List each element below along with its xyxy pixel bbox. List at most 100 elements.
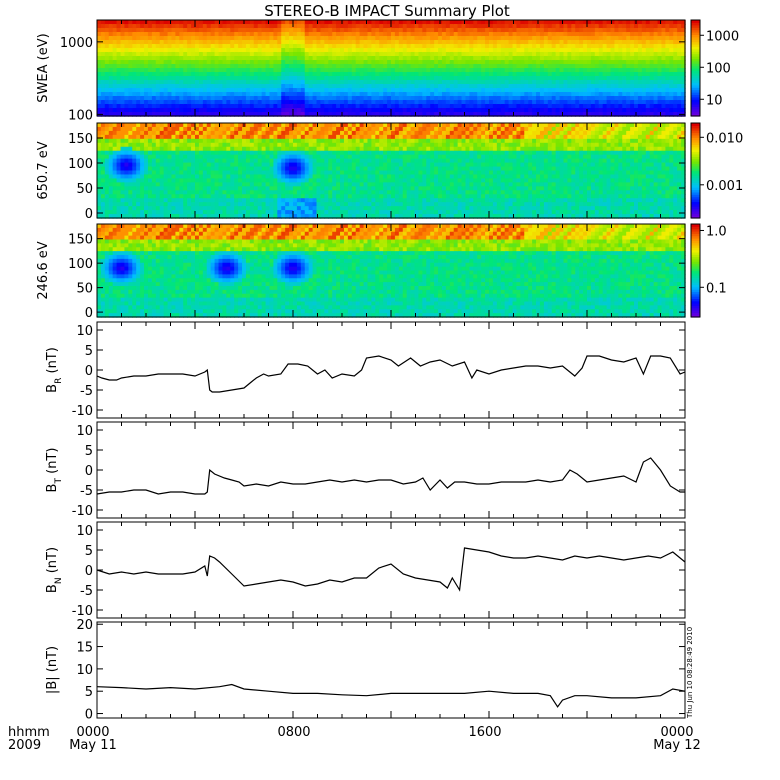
heatmap-cell bbox=[524, 40, 529, 45]
heatmap-cell bbox=[202, 104, 208, 109]
heatmap-cell bbox=[265, 44, 271, 49]
heatmap-cell bbox=[618, 52, 623, 57]
heatmap-cell bbox=[402, 56, 408, 61]
heatmap-cell bbox=[332, 100, 337, 105]
heatmap-cell bbox=[500, 92, 506, 97]
heatmap-cell bbox=[555, 96, 561, 101]
heatmap-cell bbox=[226, 198, 231, 203]
heatmap-cell bbox=[622, 56, 627, 61]
heatmap-cell bbox=[512, 20, 518, 25]
heatmap-cell bbox=[144, 96, 149, 101]
heatmap-cell bbox=[249, 182, 255, 188]
heatmap-cell bbox=[249, 123, 255, 128]
heatmap-cell bbox=[669, 112, 674, 117]
heatmap-cell bbox=[598, 40, 604, 45]
heatmap-cell bbox=[587, 24, 592, 29]
heatmap-cell bbox=[406, 32, 412, 37]
heatmap-cell bbox=[528, 52, 533, 57]
heatmap-cell bbox=[234, 198, 239, 203]
heatmap-cell bbox=[104, 80, 110, 85]
heatmap-cell bbox=[383, 28, 388, 33]
heatmap-cell bbox=[187, 206, 192, 211]
heatmap-cell bbox=[167, 80, 173, 85]
heatmap-cell bbox=[230, 24, 235, 29]
heatmap-cell bbox=[606, 28, 612, 33]
heatmap-cell bbox=[465, 48, 471, 53]
heatmap-cell bbox=[296, 112, 302, 117]
heatmap-cell bbox=[116, 214, 122, 219]
heatmap-cell bbox=[410, 56, 416, 61]
heatmap-cell bbox=[222, 170, 228, 176]
heatmap-cell bbox=[198, 182, 204, 188]
heatmap-cell bbox=[222, 214, 228, 219]
heatmap-cell bbox=[441, 76, 447, 81]
heatmap-cell bbox=[242, 60, 247, 65]
heatmap-cell bbox=[579, 52, 584, 57]
heatmap-cell bbox=[606, 48, 612, 53]
heatmap-cell bbox=[539, 92, 545, 97]
heatmap-cell bbox=[214, 166, 220, 172]
heatmap-cell bbox=[242, 96, 247, 101]
heatmap-cell bbox=[163, 100, 169, 105]
heatmap-cell bbox=[261, 52, 267, 57]
heatmap-cell bbox=[151, 150, 157, 156]
heatmap-cell bbox=[536, 24, 541, 29]
heatmap-cell bbox=[359, 104, 365, 109]
heatmap-cell bbox=[198, 88, 204, 93]
heatmap-cell bbox=[359, 112, 365, 117]
heatmap-cell bbox=[277, 40, 282, 45]
heatmap-cell bbox=[351, 76, 357, 81]
heatmap-cell bbox=[453, 32, 459, 37]
heatmap-cell bbox=[296, 60, 302, 65]
heatmap-cell bbox=[245, 138, 251, 144]
heatmap-cell bbox=[183, 64, 188, 69]
heatmap-cell bbox=[132, 24, 137, 29]
heatmap-cell bbox=[391, 60, 396, 65]
heatmap-cell bbox=[277, 202, 282, 207]
heatmap-cell bbox=[136, 178, 141, 184]
heatmap-cell bbox=[269, 68, 275, 73]
heatmap-cell bbox=[398, 72, 404, 77]
heatmap-cell bbox=[677, 64, 682, 69]
heatmap-cell bbox=[289, 108, 294, 113]
heatmap-cell bbox=[198, 40, 204, 45]
heatmap-cell bbox=[430, 56, 435, 61]
heatmap-cell bbox=[426, 72, 431, 77]
heatmap-cell bbox=[590, 100, 596, 105]
heatmap-cell bbox=[324, 96, 329, 101]
heatmap-cell bbox=[308, 112, 314, 117]
heatmap-cell bbox=[477, 88, 482, 93]
heatmap-cell bbox=[222, 174, 228, 180]
heatmap-cell bbox=[383, 112, 388, 117]
heatmap-cell bbox=[637, 72, 643, 77]
heatmap-cell bbox=[340, 36, 345, 41]
heatmap-cell bbox=[277, 20, 282, 25]
heatmap-cell bbox=[606, 104, 612, 109]
heatmap-cell bbox=[277, 112, 282, 117]
heatmap-cell bbox=[645, 40, 651, 45]
heatmap-cell bbox=[524, 28, 529, 33]
plot-title: STEREO-B IMPACT Summary Plot bbox=[264, 2, 510, 20]
heatmap-cell bbox=[465, 20, 471, 25]
heatmap-cell bbox=[594, 28, 600, 33]
heatmap-cell bbox=[512, 84, 518, 89]
heatmap-cell bbox=[610, 108, 616, 113]
heatmap-cell bbox=[159, 72, 165, 77]
heatmap-cell bbox=[418, 104, 424, 109]
heatmap-cell bbox=[524, 64, 529, 69]
heatmap-cell bbox=[269, 142, 275, 148]
heatmap-cell bbox=[438, 80, 443, 85]
heatmap-cell bbox=[304, 170, 310, 176]
heatmap-cell bbox=[359, 92, 365, 97]
heatmap-cell bbox=[120, 104, 126, 109]
heatmap-cell bbox=[151, 88, 157, 93]
heatmap-cell bbox=[140, 123, 145, 128]
heatmap-cell bbox=[296, 142, 302, 148]
heatmap-cell bbox=[179, 96, 184, 101]
heatmap-cell bbox=[418, 20, 424, 25]
heatmap-cell bbox=[269, 80, 275, 85]
heatmap-cell bbox=[183, 130, 188, 136]
heatmap-cell bbox=[630, 52, 635, 57]
heatmap-cell bbox=[630, 48, 635, 53]
heatmap-cell bbox=[179, 170, 184, 176]
